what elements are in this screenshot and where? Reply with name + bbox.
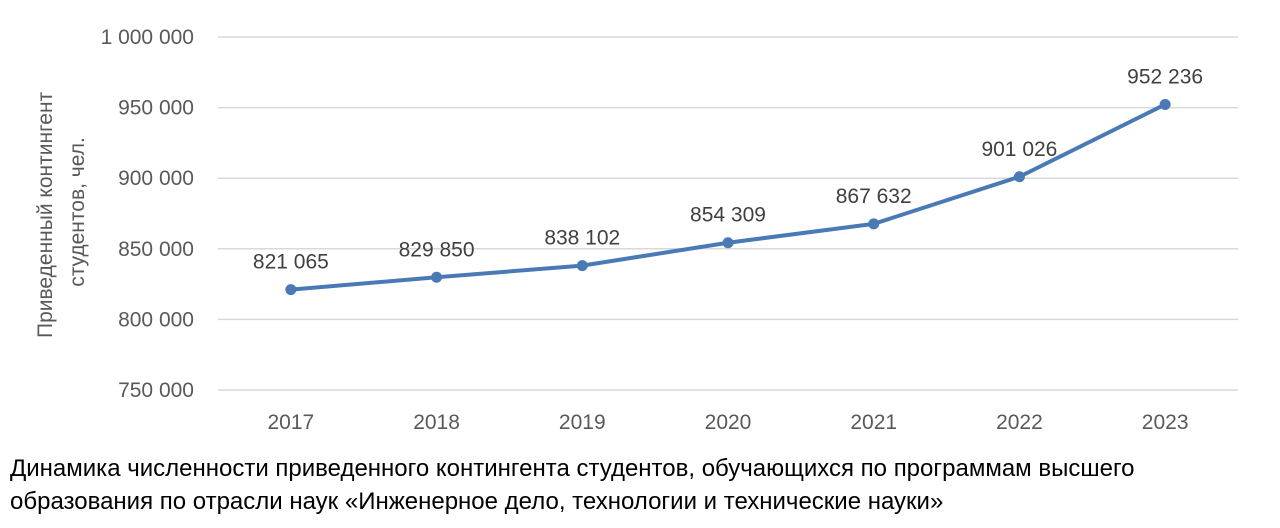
y-axis-ticks: 750 000 800 000 850 000 900 000 950 000 1 000… [101,26,194,402]
data-point [722,237,734,249]
y-axis-label-line-2: студентов, чел. [66,137,89,287]
x-tick-label: 2020 [705,411,752,434]
y-tick-label: 850 000 [118,238,194,261]
data-label: 952 236 [1127,65,1203,88]
x-tick-label: 2023 [1142,411,1189,434]
caption-line-2: образования по отрасли наук «Инженерное … [10,488,944,515]
x-tick-label: 2018 [413,411,460,434]
data-point [285,284,297,296]
x-axis-ticks: 2017 2018 2019 2020 2021 2022 2023 [267,411,1188,434]
y-axis-label-line-1: Приведенный контингент [34,91,57,338]
data-point [1013,171,1025,183]
data-point [576,260,588,272]
data-point [431,271,443,283]
x-tick-label: 2022 [996,411,1043,434]
data-points [285,98,1171,296]
y-tick-label: 950 000 [118,97,194,120]
y-axis-label: Приведенный контингент студентов, чел. [34,86,89,338]
data-label: 867 632 [836,185,912,208]
x-tick-label: 2017 [267,411,314,434]
y-tick-label: 750 000 [118,379,194,402]
y-tick-label: 800 000 [118,308,194,331]
y-tick-label: 900 000 [118,167,194,190]
data-point [868,218,880,230]
data-label: 838 102 [544,227,620,250]
figure-caption: Динамика численности приведенного контин… [10,452,1275,518]
series-line [288,102,1168,292]
data-label: 821 065 [253,251,329,274]
line-chart: 750 000 800 000 850 000 900 000 950 000 1 000… [34,26,1238,434]
x-tick-label: 2019 [559,411,606,434]
x-tick-label: 2021 [850,411,897,434]
caption-line-1: Динамика численности приведенного контин… [10,455,1135,482]
data-label: 901 026 [981,138,1057,161]
gridlines [218,36,1238,391]
data-point [1159,98,1171,110]
y-tick-label: 1 000 000 [101,26,194,49]
data-labels: 821 065 829 850 838 102 854 309 867 632 901 0… [253,65,1203,273]
data-label: 829 850 [399,238,475,261]
data-label: 854 309 [690,204,766,227]
